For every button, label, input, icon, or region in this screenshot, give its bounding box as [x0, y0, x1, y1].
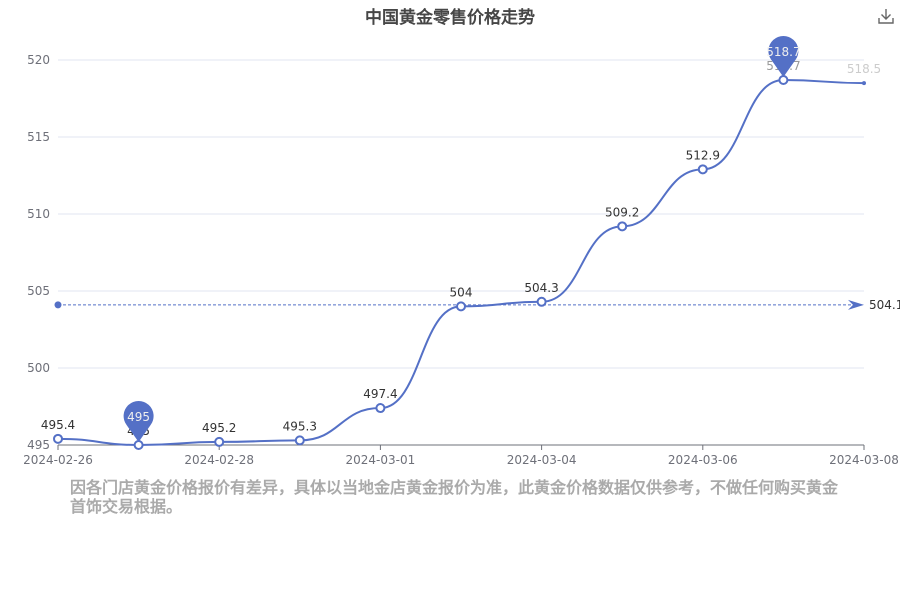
footnote: 因各门店黄金价格报价有差异，具体以当地金店黄金报价为准，此黄金价格数据仅供参考，…	[70, 478, 839, 516]
data-point	[375, 403, 386, 414]
x-tick-label: 2024-02-26	[23, 453, 93, 467]
data-point	[778, 75, 789, 86]
mark-line-label: 504.1	[869, 298, 900, 312]
x-tick-label: 2024-03-01	[346, 453, 416, 467]
chart-title: 中国黄金零售价格走势	[365, 8, 535, 28]
mark-line-start	[54, 301, 62, 309]
y-tick-label: 520	[27, 53, 50, 67]
data-point	[294, 435, 305, 446]
data-label: 495.4	[41, 418, 75, 432]
y-tick-label: 500	[27, 361, 50, 375]
data-point	[456, 301, 466, 312]
data-point	[862, 81, 866, 86]
max-mark-pin-label: 518.7	[766, 45, 800, 59]
mark-line-arrow	[848, 299, 864, 310]
x-tick-label: 2024-02-28	[184, 453, 254, 467]
data-label: 504.3	[524, 281, 558, 295]
data-label: 495.3	[283, 419, 317, 433]
data-point	[536, 296, 547, 307]
y-tick-label: 495	[27, 438, 50, 452]
data-point	[53, 433, 63, 444]
download-icon[interactable]	[876, 6, 896, 26]
data-point	[133, 440, 144, 450]
x-tick-label: 2024-03-04	[507, 453, 577, 467]
data-point	[617, 221, 628, 232]
data-label: 497.4	[363, 387, 397, 401]
data-label: 518.5	[847, 62, 881, 76]
data-label: 504	[450, 285, 473, 299]
data-label: 512.9	[686, 148, 720, 162]
series-line	[57, 79, 865, 447]
min-mark-pin-label: 495	[127, 410, 150, 424]
data-label: 509.2	[605, 205, 639, 219]
x-tick-label: 2024-03-06	[668, 453, 738, 467]
data-point	[697, 164, 708, 175]
y-tick-label: 505	[27, 284, 50, 298]
x-tick-label: 2024-03-08	[829, 453, 899, 467]
min-mark-pin	[123, 400, 154, 442]
max-mark-pin	[768, 36, 799, 78]
y-tick-label: 510	[27, 207, 50, 221]
data-label: 495.2	[202, 421, 236, 435]
data-point	[214, 436, 225, 447]
y-tick-label: 515	[27, 130, 50, 144]
